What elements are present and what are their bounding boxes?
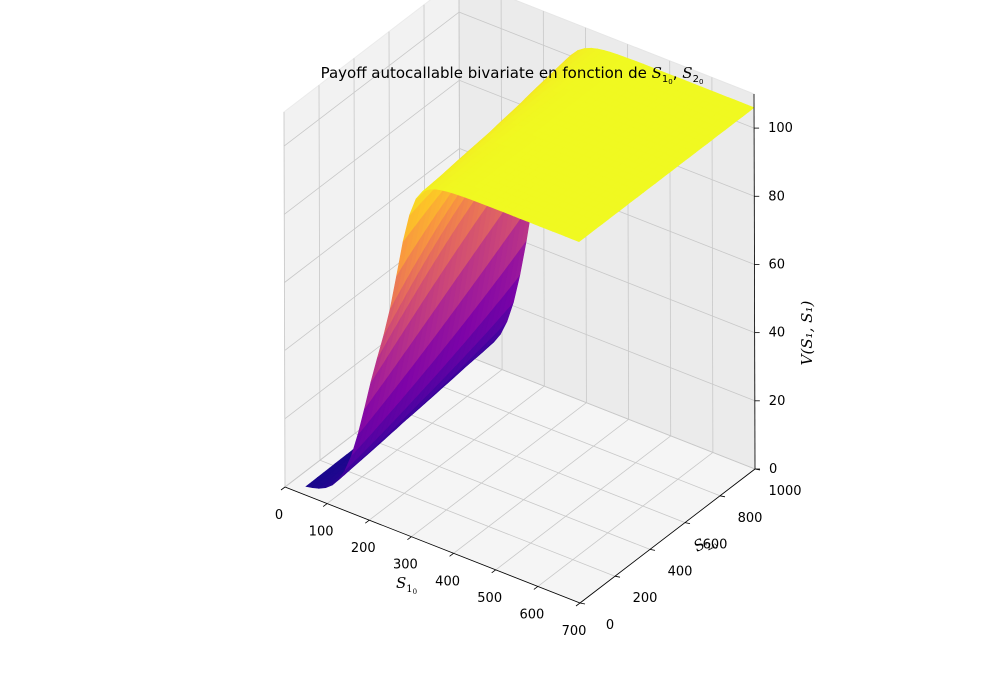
z-axis-line: [753, 93, 756, 470]
x-tick-mark: [491, 569, 496, 574]
x-tick-mark: [575, 602, 581, 607]
y-tick-label: 600: [703, 538, 728, 553]
x-tick-mark: [280, 486, 286, 491]
x-tick-label: 0: [275, 508, 283, 523]
x-tick-label: 500: [477, 591, 502, 606]
z-tick-label: 40: [769, 326, 786, 341]
y-tick-label: 800: [738, 511, 763, 526]
x-tick-label: 700: [562, 624, 587, 639]
x-axis-ticks: 0 100 200 300 400 500 600 700: [275, 486, 587, 639]
y-tick-label: 0: [606, 618, 614, 633]
y-axis-line: [579, 468, 756, 604]
grid-lines: [283, 0, 756, 604]
z-tick-label: 20: [769, 394, 786, 409]
y-axis-label: S20: [690, 530, 719, 559]
z-axis-ticks: 0 20 40 60 80 100: [754, 121, 793, 477]
y-tick-label: 400: [668, 564, 693, 579]
y-tick-mark: [579, 602, 586, 605]
axes: [284, 93, 756, 604]
surface-patch: [571, 234, 586, 242]
x-tick-label: 300: [393, 558, 418, 573]
y-axis-ticks: 0 200 400 600 800 1000: [579, 468, 802, 633]
x-tick-mark: [365, 519, 370, 524]
x-tick-label: 200: [351, 541, 376, 556]
z-tick-label: 60: [769, 258, 786, 273]
payoff-surface: [305, 47, 755, 489]
y-tick-mark: [684, 522, 691, 524]
z-tick-label: 0: [769, 462, 777, 477]
chart-title: Payoff autocallable bivariate en fonctio…: [321, 64, 704, 86]
y-tick-mark: [719, 495, 726, 498]
x-tick-mark: [407, 536, 412, 541]
y-tick-label: 1000: [768, 484, 801, 499]
x-tick-mark: [533, 586, 539, 590]
z-tick-label: 80: [768, 189, 785, 204]
x-tick-label: 600: [519, 607, 544, 622]
z-tick-label: 100: [768, 121, 793, 136]
y-tick-mark: [649, 549, 656, 551]
x-tick-label: 100: [309, 525, 334, 540]
x-tick-label: 400: [435, 574, 460, 589]
z-grid-line: [284, 148, 755, 283]
x-tick-mark: [449, 552, 454, 557]
x-axis-label: S10: [396, 574, 417, 596]
y-tick-mark: [614, 575, 621, 578]
z-axis-label: V(S₁, S₁): [798, 301, 816, 366]
x-axis-line: [284, 486, 581, 604]
x-tick-mark: [322, 503, 328, 507]
y-tick-label: 200: [633, 591, 658, 606]
